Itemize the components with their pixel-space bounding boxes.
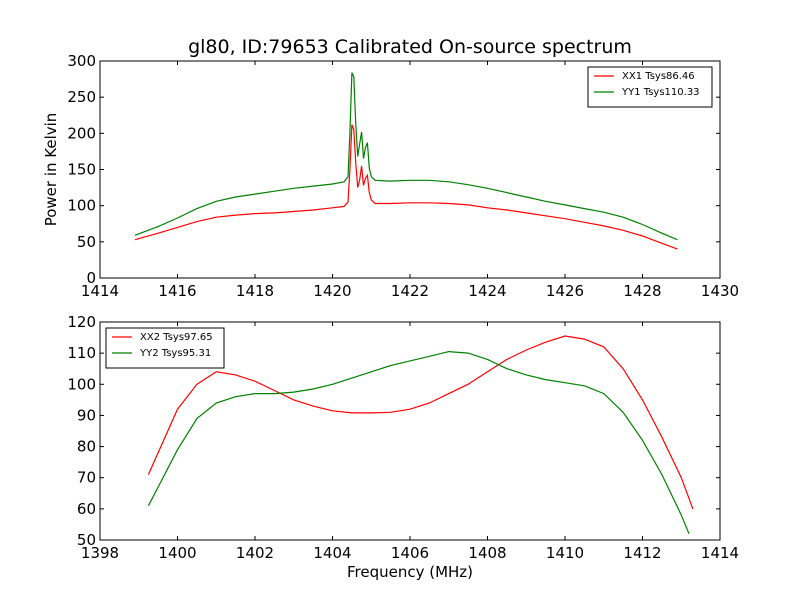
x-tick-label: 1400 — [158, 544, 196, 562]
legend-entry: YY2 Tsys95.31 — [139, 348, 211, 359]
panel-1: 1414 1416 1418 1420 1422 1424 1426 1428 1430 0 50 1… — [42, 52, 739, 300]
x-tick-label: 1410 — [546, 544, 584, 562]
y-tick-label: 0 — [86, 269, 96, 287]
legend: XX1 Tsys86.46 YY1 Tsys110.33 — [587, 66, 713, 108]
x-tick-label: 1404 — [313, 544, 351, 562]
y-tick-label: 150 — [67, 161, 96, 179]
y-axis-label: Power in Kelvin — [42, 113, 60, 227]
x-tick-label: 1428 — [623, 282, 661, 300]
x-tick-label: 1426 — [546, 282, 584, 300]
y-tick-label: 90 — [77, 406, 96, 424]
series-line-2-1 — [147, 335, 694, 510]
x-tick-label: 1430 — [701, 282, 739, 300]
x-tick-label: 1398 — [81, 544, 119, 562]
y-tick-label: 60 — [77, 500, 96, 518]
series-line-1-1 — [134, 124, 678, 250]
legend-entry: YY1 Tsys110.33 — [621, 87, 700, 98]
x-tick-label: 1406 — [391, 544, 429, 562]
x-tick-label: 1422 — [391, 282, 429, 300]
series-line-1-2 — [134, 72, 678, 241]
legend-entry: XX2 Tsys97.65 — [140, 332, 213, 343]
x-tick-label: 1414 — [701, 544, 739, 562]
legend-box — [105, 327, 225, 369]
y-tick-label: 110 — [67, 344, 96, 362]
y-tick-label: 70 — [77, 469, 96, 487]
x-tick-label: 1418 — [236, 282, 274, 300]
x-tick-label: 1424 — [468, 282, 506, 300]
legend-entry: XX1 Tsys86.46 — [622, 71, 695, 82]
chart-title: gl80, ID:79653 Calibrated On-source spec… — [188, 36, 632, 58]
y-tick-label: 250 — [67, 88, 96, 106]
panel-2: 1398 1400 1402 1404 1406 1408 1410 1412 1414 50 60… — [67, 313, 739, 581]
y-tick-label: 100 — [67, 375, 96, 393]
y-tick-label: 50 — [77, 233, 96, 251]
y-tick-label: 50 — [77, 531, 96, 549]
legend-box — [587, 66, 713, 108]
legend: XX2 Tsys97.65 YY2 Tsys95.31 — [105, 327, 225, 369]
y-tick-label: 120 — [67, 313, 96, 331]
x-tick-label: 1416 — [158, 282, 196, 300]
series-line-2-2 — [147, 350, 690, 535]
y-tick-label: 100 — [67, 197, 96, 215]
y-tick-label: 80 — [77, 438, 96, 456]
x-axis-label: Frequency (MHz) — [347, 563, 473, 581]
x-tick-label: 1402 — [236, 544, 274, 562]
x-tick-label: 1408 — [468, 544, 506, 562]
y-tick-label: 200 — [67, 124, 96, 142]
x-tick-label: 1414 — [81, 282, 119, 300]
y-tick-label: 300 — [67, 52, 96, 70]
x-tick-label: 1412 — [623, 544, 661, 562]
x-tick-label: 1420 — [313, 282, 351, 300]
